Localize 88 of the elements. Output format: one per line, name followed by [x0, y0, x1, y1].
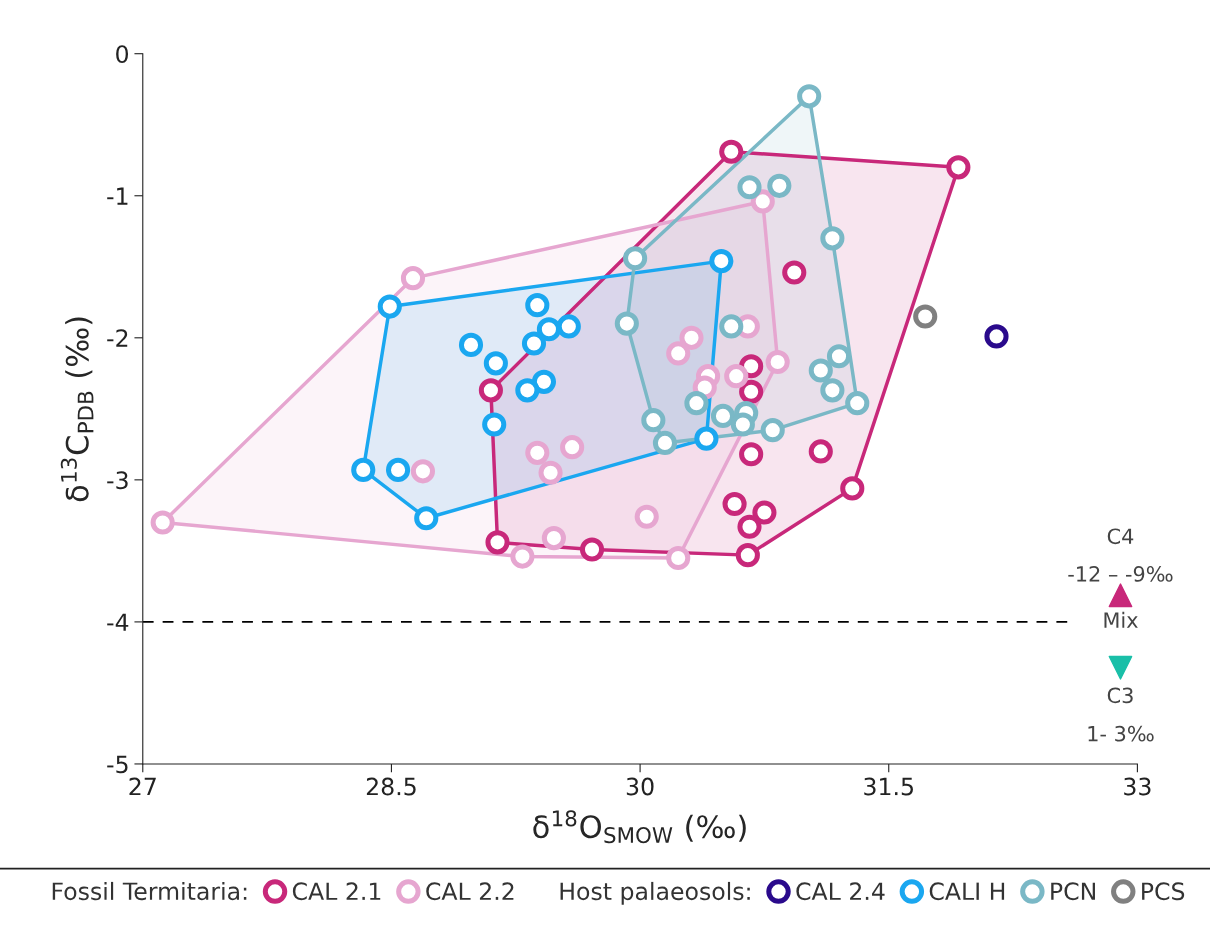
y-tick-label: -5 [107, 755, 128, 774]
point [377, 294, 402, 319]
x-tick-label: 28.5 [366, 777, 416, 796]
point [765, 349, 790, 375]
point [719, 139, 744, 164]
point [722, 491, 747, 517]
point [820, 378, 845, 403]
point [782, 260, 807, 285]
point [684, 391, 709, 416]
point [797, 84, 822, 109]
point [840, 476, 865, 501]
x-tick-label: 33 [1124, 777, 1151, 796]
point [737, 175, 762, 200]
point [515, 378, 540, 403]
point [946, 155, 971, 180]
point [737, 514, 762, 539]
x-tick-label: 27 [129, 777, 156, 796]
point [531, 369, 557, 394]
point [652, 430, 678, 455]
point [767, 173, 792, 198]
point [560, 435, 585, 460]
y-tick-label: -4 [107, 613, 129, 631]
point [150, 510, 175, 535]
point [458, 332, 484, 357]
point [521, 331, 547, 356]
annotation: C4 [1107, 528, 1134, 545]
point [719, 314, 744, 339]
point [739, 442, 764, 467]
x-axis-title: δ$^{18}$O$_{SMOW}$ (‰) [533, 810, 746, 844]
point [614, 311, 639, 336]
point [845, 391, 870, 416]
legend-label: PCN [1051, 882, 1095, 901]
point [709, 249, 734, 274]
point [538, 460, 563, 485]
y-axis-title: δ$^{13}$C$_{PDB}$ (‰) [60, 317, 94, 502]
point [984, 324, 1009, 349]
point [760, 418, 785, 443]
point [478, 378, 503, 403]
legend-label: CAL 2.1 [292, 882, 381, 901]
point [735, 543, 760, 568]
point [750, 189, 775, 214]
point [410, 459, 435, 484]
point [739, 379, 764, 404]
legend-label: CAL 2.4 [796, 882, 885, 901]
annotation: 1- 3‰ [1088, 725, 1154, 742]
point [541, 526, 566, 551]
point [525, 440, 550, 465]
point [556, 314, 581, 339]
point [752, 500, 777, 525]
y-tick-label: -2 [107, 329, 128, 347]
legend-label: CAL 2.2 [426, 882, 514, 901]
text: Host palaeosols: [560, 881, 750, 905]
point [483, 351, 508, 376]
annotation: C3 [1107, 687, 1133, 704]
legend-label: CALI H [929, 882, 1005, 901]
point [482, 412, 507, 437]
point [485, 530, 510, 555]
point [414, 506, 439, 531]
point [510, 544, 535, 569]
point [385, 457, 411, 482]
point [730, 412, 755, 437]
point [826, 344, 852, 369]
point [666, 545, 691, 571]
x-tick-label: 31.5 [864, 777, 913, 796]
y-tick-label: 0 [116, 45, 129, 64]
ref-line-label: Mix [1104, 611, 1138, 628]
legend-label: PCS [1142, 882, 1185, 901]
point [710, 403, 736, 428]
point [666, 341, 691, 366]
annotation: -12 – -9‰ [1068, 566, 1173, 582]
point [808, 358, 833, 383]
text: Fossil Termitaria: [52, 881, 247, 901]
point [694, 426, 719, 451]
point [641, 408, 666, 433]
point [525, 293, 550, 318]
point [400, 266, 426, 291]
point [724, 364, 749, 389]
y-tick-label: -1 [107, 187, 128, 205]
point [579, 537, 605, 562]
x-tick-label: 30 [626, 777, 654, 796]
point [913, 304, 938, 329]
point [623, 246, 648, 271]
point [808, 439, 833, 464]
point [820, 226, 845, 251]
point [679, 325, 704, 350]
point [634, 504, 659, 529]
point [351, 457, 376, 482]
y-tick-label: -3 [107, 471, 128, 490]
